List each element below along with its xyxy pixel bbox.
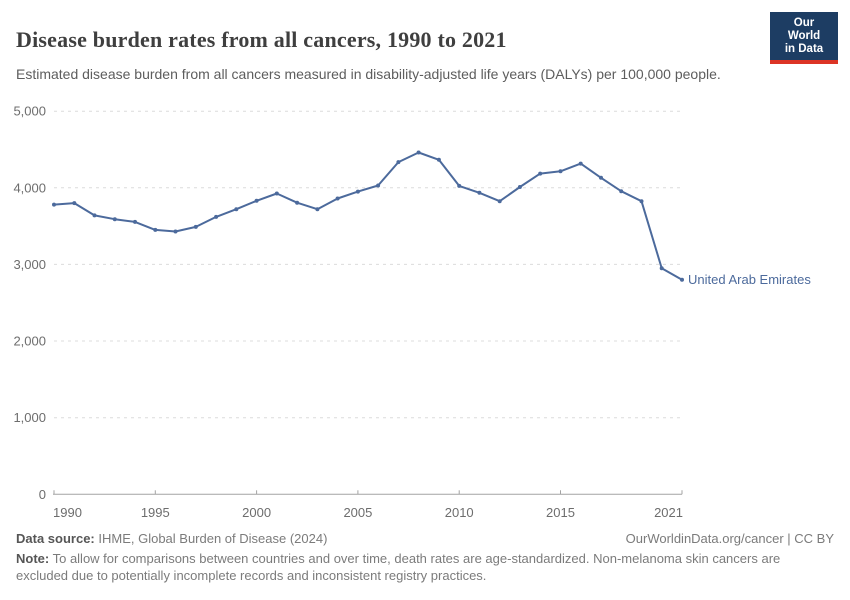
x-axis-tick-label: 1995: [141, 505, 170, 520]
data-point: [578, 161, 583, 166]
x-axis-tick-label: 2015: [546, 505, 575, 520]
y-axis-tick-label: 4,000: [13, 180, 46, 195]
y-axis-tick-label: 5,000: [13, 104, 46, 119]
data-point: [619, 189, 624, 194]
owid-logo-line1: Our World: [787, 17, 821, 42]
data-point: [538, 171, 543, 176]
x-axis-tick-label: 2000: [242, 505, 271, 520]
x-axis-tick-label: 2010: [445, 505, 474, 520]
note-label: Note:: [16, 551, 50, 566]
y-axis-tick-label: 2,000: [13, 334, 46, 349]
data-point: [214, 214, 219, 219]
x-axis-tick-label: 1990: [53, 505, 82, 520]
series-line: [53, 151, 683, 281]
data-source-label: Data source:: [16, 531, 95, 546]
data-point: [659, 266, 664, 271]
data-point: [92, 213, 97, 218]
data-point: [416, 150, 421, 155]
x-axis-tick-label: 2005: [343, 505, 372, 520]
y-axis-tick-label: 3,000: [13, 257, 46, 272]
data-point: [52, 202, 56, 207]
data-point: [112, 217, 117, 222]
data-point: [153, 227, 158, 232]
chart-footer: Data source: IHME, Global Burden of Dise…: [16, 531, 834, 584]
x-axis-tick-label: 2021: [654, 505, 683, 520]
data-point: [639, 199, 644, 204]
footnote: Note: To allow for comparisons between c…: [16, 551, 781, 583]
data-point: [396, 160, 401, 165]
data-point: [254, 198, 259, 203]
owid-logo[interactable]: Our World in Data: [770, 12, 838, 64]
data-source-text: Data source: IHME, Global Burden of Dise…: [16, 531, 328, 546]
data-point: [295, 200, 300, 205]
chart-subtitle: Estimated disease burden from all cancer…: [16, 66, 721, 82]
y-axis-tick-label: 0: [39, 487, 46, 502]
data-point: [133, 219, 137, 224]
y-axis-tick-label: 1,000: [13, 410, 46, 425]
data-point: [558, 169, 563, 174]
data-point: [599, 175, 603, 180]
data-point: [517, 185, 522, 189]
data-point: [497, 199, 502, 204]
data-point: [234, 207, 239, 212]
data-point: [477, 190, 482, 195]
page-title: Disease burden rates from all cancers, 1…: [16, 26, 507, 52]
data-point: [193, 224, 198, 229]
owid-logo-line2: in Data: [784, 43, 824, 55]
data-point: [680, 277, 684, 282]
data-point: [315, 207, 320, 212]
data-point: [457, 183, 462, 188]
credit-link[interactable]: OurWorldinData.org/cancer | CC BY: [625, 531, 834, 546]
data-point: [72, 201, 77, 206]
series-label: United Arab Emirates: [688, 272, 811, 287]
data-point: [173, 229, 178, 234]
data-point: [335, 196, 340, 201]
data-point: [376, 183, 381, 188]
data-point: [355, 189, 360, 194]
data-point: [436, 157, 441, 162]
data-point: [274, 191, 279, 196]
